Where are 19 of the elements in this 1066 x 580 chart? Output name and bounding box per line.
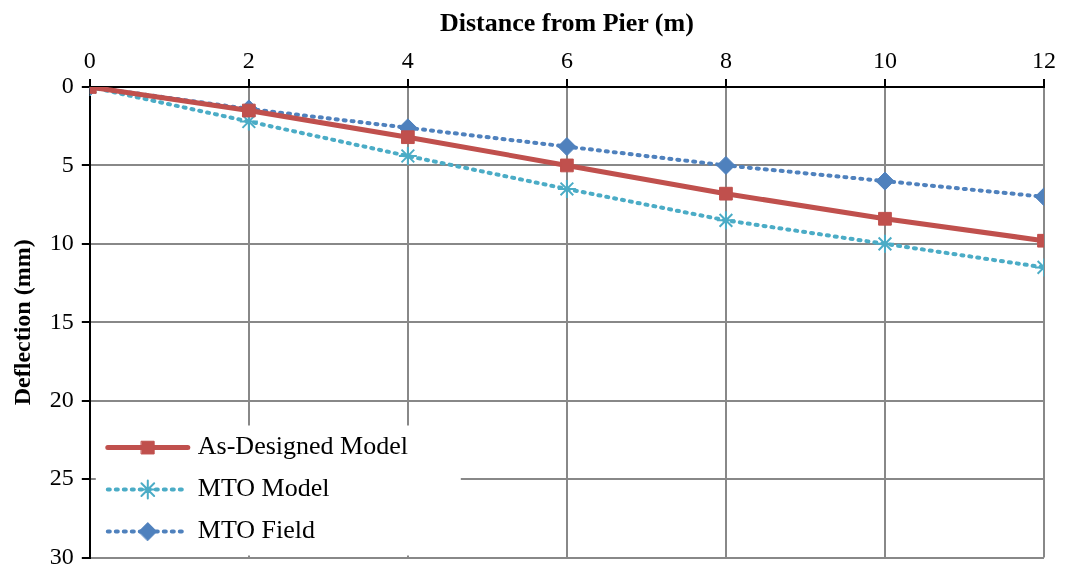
x-tick-label: 0: [83, 46, 96, 73]
y-tick-label: 30: [49, 542, 74, 569]
x-tick-label: 10: [872, 46, 897, 73]
y-tick-label: 15: [49, 307, 74, 334]
y-tick-label: 0: [61, 72, 74, 99]
y-tick-label: 25: [49, 464, 74, 491]
x-tick-label: 4: [401, 46, 414, 73]
x-tick-label: 2: [242, 46, 255, 73]
legend-label: As-Designed Model: [197, 431, 408, 461]
y-tick-label: 20: [49, 386, 74, 413]
y-tick-label: 5: [61, 150, 74, 177]
x-axis-title: Distance from Pier (m): [439, 8, 694, 38]
y-axis-title: Deflection (mm): [8, 239, 35, 406]
legend-label: MTO Model: [197, 473, 330, 503]
x-tick-label: 8: [719, 46, 732, 73]
y-tick-label: 10: [49, 229, 74, 256]
x-tick-label: 6: [560, 46, 573, 73]
legend-label: MTO Field: [197, 515, 316, 545]
x-tick-label: 12: [1032, 46, 1056, 73]
